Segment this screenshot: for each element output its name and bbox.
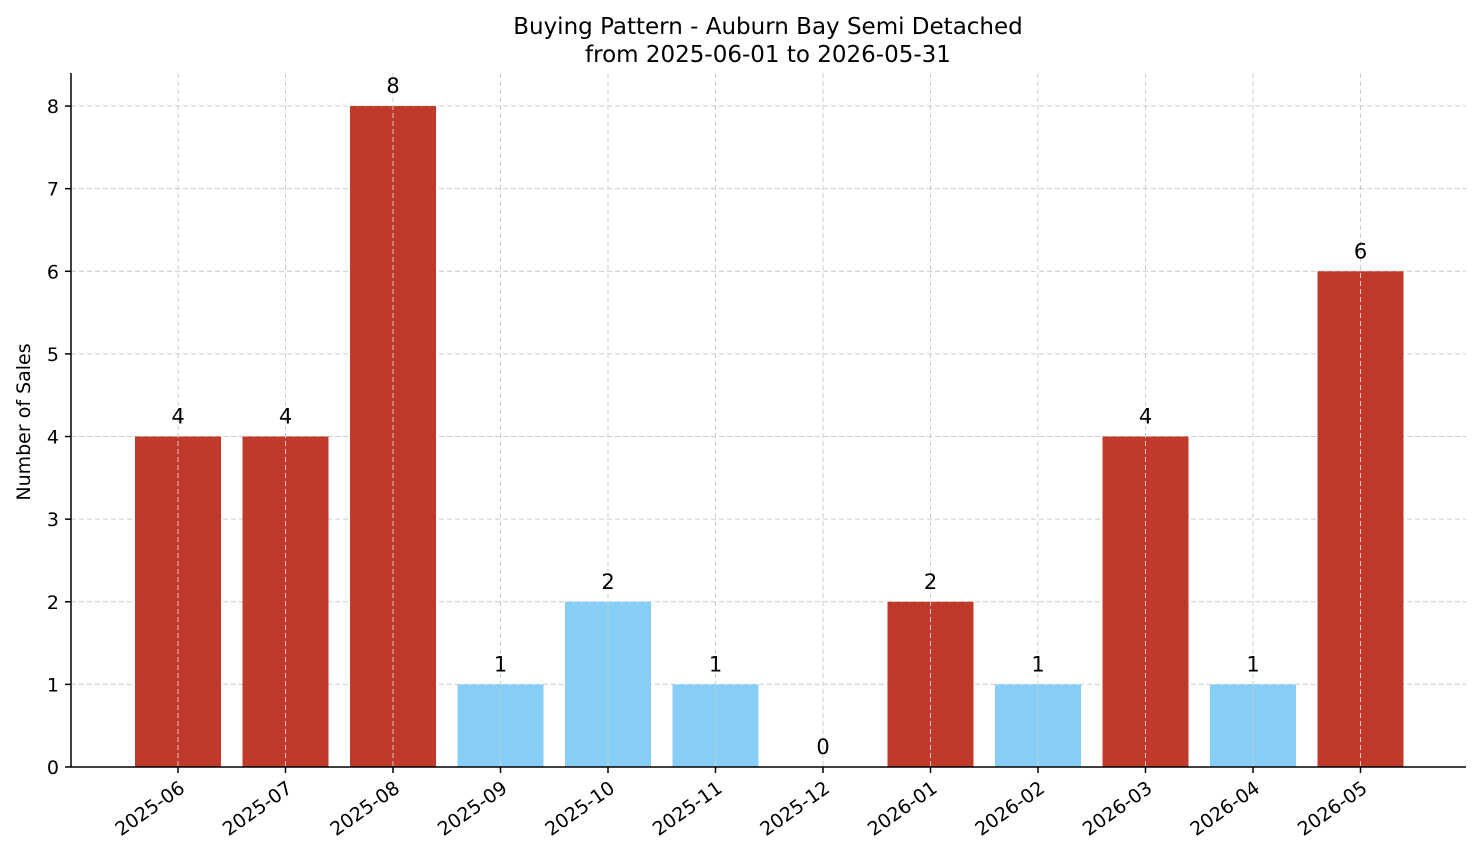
x-tick-label: 2026-04 [1186,777,1264,841]
x-tick-label: 2026-01 [864,777,942,841]
x-tick-label: 2026-02 [971,777,1049,841]
chart-subtitle: from 2025-06-01 to 2026-05-31 [585,42,951,68]
y-tick-label: 0 [47,757,59,779]
y-tick-label: 5 [47,344,59,366]
x-tick-label: 2025-11 [649,777,727,841]
y-tick-label: 8 [47,96,59,118]
x-tick-label: 2025-06 [111,777,189,841]
x-tick-label: 2026-03 [1079,777,1157,841]
y-tick-label: 2 [47,592,59,614]
y-tick-label: 7 [47,179,59,201]
chart-title: Buying Pattern - Auburn Bay Semi Detache… [513,14,1023,40]
bar-value-label: 0 [816,735,829,759]
bar-value-label: 6 [1354,239,1367,263]
bar-value-label: 1 [1246,652,1259,676]
bar-value-label: 4 [1139,405,1152,429]
y-tick-label: 1 [47,674,59,696]
x-tick-label: 2025-10 [541,777,619,841]
x-tick-label: 2025-08 [326,777,404,841]
y-tick-label: 3 [47,509,59,531]
x-tick-label: 2025-07 [219,777,297,841]
bar-value-label: 2 [601,570,614,594]
bar-value-label: 1 [494,652,507,676]
x-tick-label: 2025-12 [756,777,834,841]
bar-value-label: 8 [386,74,399,98]
bar-value-label: 4 [279,405,292,429]
x-tick-label: 2026-05 [1294,777,1372,841]
bar-value-label: 2 [924,570,937,594]
x-tick-label: 2025-09 [434,777,512,841]
bar-value-label: 1 [1031,652,1044,676]
y-tick-label: 6 [47,261,59,283]
bar-value-label: 4 [171,405,184,429]
y-axis-label: Number of Sales [13,343,35,500]
y-tick-label: 4 [47,427,59,449]
bar-value-label: 1 [709,652,722,676]
